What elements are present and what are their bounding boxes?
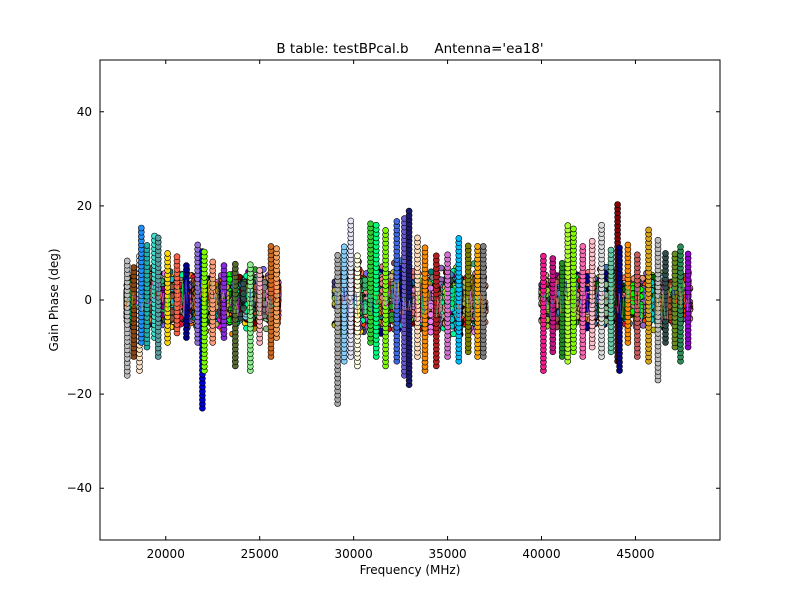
phase-point	[240, 280, 247, 288]
data-points	[123, 201, 694, 412]
phase-point	[240, 290, 247, 298]
chart-title: B table: testBPcal.b Antenna='ea18'	[276, 41, 543, 57]
